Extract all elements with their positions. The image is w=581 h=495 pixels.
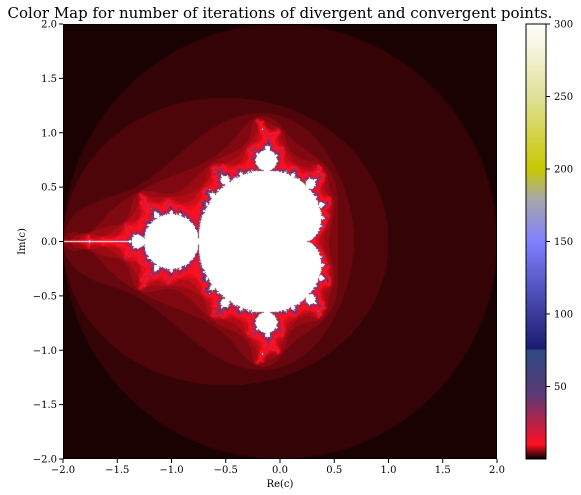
y-axis-label: Im(c) xyxy=(17,228,28,255)
colorbar-tick-label: 100 xyxy=(554,310,573,321)
x-axis: −2.0 −1.5 −1.0 −0.5 0.0 0.5 1.0 1.5 2.0 xyxy=(51,459,505,476)
x-tick-label: 0.0 xyxy=(272,465,288,476)
heatmap-image xyxy=(63,24,497,459)
y-tick-label: −1.5 xyxy=(33,400,57,411)
y-tick-label: −2.0 xyxy=(33,455,57,466)
y-tick-label: −1.0 xyxy=(33,346,57,357)
colorbar-tick-label: 150 xyxy=(554,237,573,248)
x-tick-label: −2.0 xyxy=(51,465,75,476)
plot-border xyxy=(63,24,497,459)
y-tick-label: −0.5 xyxy=(33,291,57,302)
x-tick-label: 1.5 xyxy=(435,465,451,476)
y-tick-label: 1.0 xyxy=(41,128,57,139)
y-axis: 2.0 1.5 1.0 0.5 0.0 −0.5 −1.0 −1.5 −2.0 xyxy=(33,20,63,466)
y-tick-label: 1.5 xyxy=(41,74,57,85)
y-tick-label: 2.0 xyxy=(41,20,57,31)
x-tick-label: 2.0 xyxy=(489,465,505,476)
x-axis-label: Re(c) xyxy=(267,479,294,490)
y-tick-label: 0.0 xyxy=(41,237,57,248)
colorbar-tick-label: 50 xyxy=(554,382,567,393)
colorbar-tick-label: 250 xyxy=(554,92,573,103)
colorbar-tick-label: 200 xyxy=(554,165,573,176)
x-tick-label: 1.0 xyxy=(381,465,397,476)
colorbar xyxy=(525,23,547,460)
x-tick-label: −0.5 xyxy=(214,465,238,476)
x-tick-label: 0.5 xyxy=(326,465,342,476)
chart-title: Color Map for number of iterations of di… xyxy=(7,4,553,22)
x-tick-label: −1.0 xyxy=(159,465,183,476)
colorbar-tick-label: 300 xyxy=(554,20,573,31)
colorbar-ticks: 50 100 150 200 250 300 xyxy=(546,20,573,393)
x-tick-label: −1.5 xyxy=(105,465,129,476)
y-tick-label: 0.5 xyxy=(41,183,57,194)
